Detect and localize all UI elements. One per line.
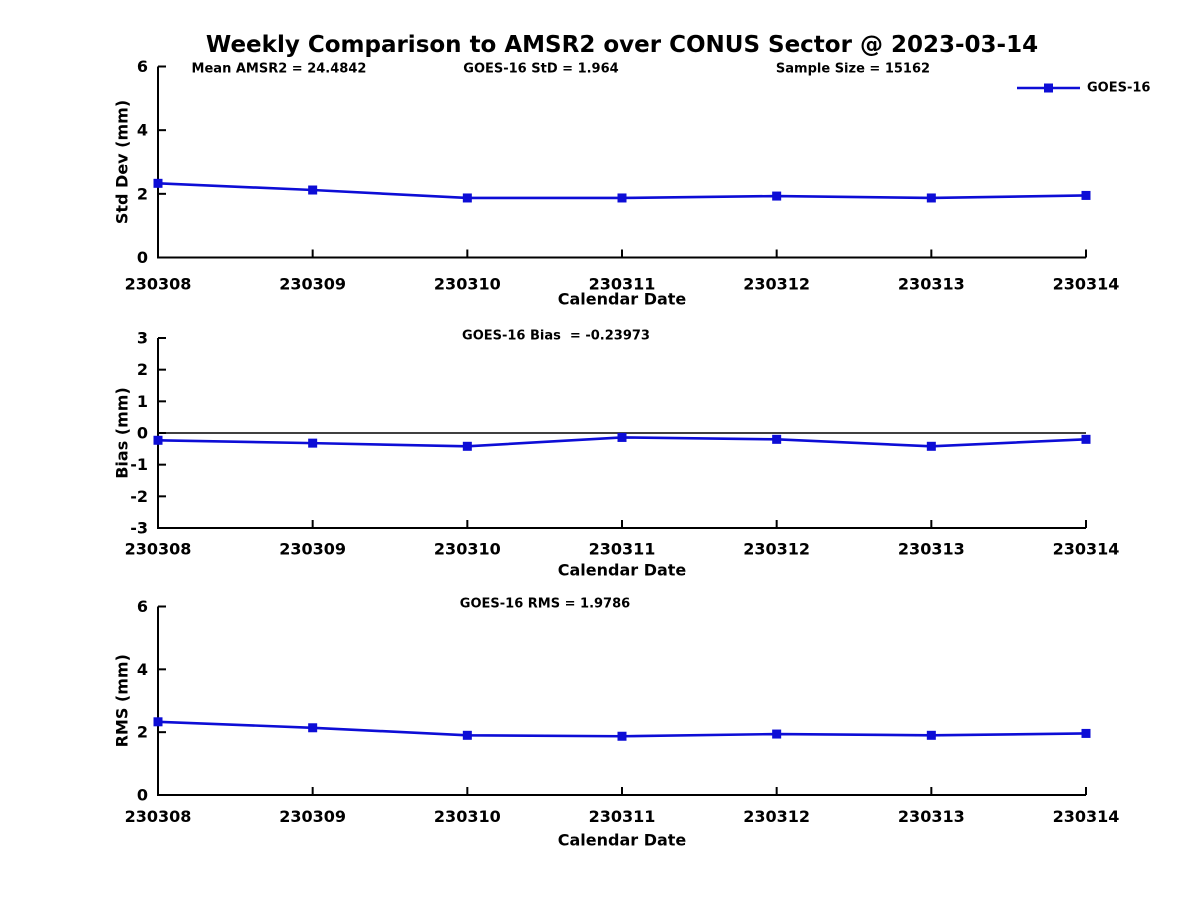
- panel-rms: 0 2 4 6 230308 230309 230310 230311 230312 230313…: [113, 597, 1120, 850]
- x-tick-label: 230310: [434, 275, 501, 294]
- stat-annotation: GOES-16 Bias = -0.23973: [462, 329, 650, 344]
- data-point-marker: [1081, 434, 1091, 444]
- x-tick-label: 230309: [279, 275, 346, 294]
- y-tick-label: -1: [130, 455, 148, 474]
- y-tick-label: 6: [137, 597, 148, 616]
- y-tick-label: 3: [137, 329, 148, 348]
- data-point-marker: [153, 435, 163, 445]
- data-point-marker: [1081, 728, 1091, 738]
- legend-label: GOES-16: [1087, 81, 1150, 96]
- data-point-marker: [617, 731, 627, 741]
- x-axis-label: Calendar Date: [558, 290, 687, 309]
- panel-std_dev: 0 2 4 6 230308 230309 230310 230311 230312 230313…: [113, 57, 1151, 309]
- x-tick-label: 230311: [589, 540, 656, 559]
- stat-annotation: GOES-16 StD = 1.964: [463, 62, 618, 77]
- stat-annotation: Mean AMSR2 = 24.4842: [192, 62, 367, 77]
- x-tick-label: 230312: [743, 540, 810, 559]
- data-point-marker: [462, 441, 472, 451]
- legend-marker: [1044, 83, 1053, 93]
- y-tick-label: -2: [130, 487, 148, 506]
- x-tick-label: 230314: [1053, 540, 1120, 559]
- y-tick-label: -3: [130, 519, 148, 538]
- x-tick-label: 230313: [898, 540, 965, 559]
- y-tick-label: 2: [137, 360, 148, 379]
- data-point-marker: [308, 185, 318, 195]
- x-tick-label: 230311: [589, 275, 656, 294]
- data-point-marker: [926, 730, 936, 740]
- x-tick-label: 230310: [434, 540, 501, 559]
- y-axis-label: Bias (mm): [113, 387, 132, 479]
- x-tick-label: 230313: [898, 275, 965, 294]
- x-axis-label: Calendar Date: [558, 831, 687, 850]
- x-tick-label: 230308: [125, 807, 192, 826]
- legend: GOES-16: [1017, 81, 1150, 96]
- panel-bias: -3 -2 -1 0 1 2 3 230308 230309 230310 230311 230312…: [113, 329, 1120, 580]
- data-point-marker: [308, 438, 318, 448]
- x-tick-label: 230314: [1053, 275, 1120, 294]
- y-tick-label: 1: [137, 392, 148, 411]
- data-point-marker: [153, 717, 163, 727]
- data-point-marker: [1081, 190, 1091, 200]
- data-point-marker: [308, 723, 318, 733]
- data-point-marker: [772, 729, 782, 739]
- x-axis-label: Calendar Date: [558, 561, 687, 580]
- y-axis-label: Std Dev (mm): [113, 100, 132, 224]
- y-tick-label: 4: [137, 660, 148, 679]
- x-tick-label: 230310: [434, 807, 501, 826]
- data-point-marker: [772, 434, 782, 444]
- y-tick-label: 2: [137, 723, 148, 742]
- data-point-marker: [926, 193, 936, 203]
- x-tick-label: 230309: [279, 540, 346, 559]
- data-point-marker: [462, 730, 472, 740]
- data-point-marker: [617, 432, 627, 442]
- y-tick-label: 0: [137, 424, 148, 443]
- stat-annotation: Sample Size = 15162: [776, 62, 930, 77]
- figure-title: Weekly Comparison to AMSR2 over CONUS Se…: [205, 32, 1039, 58]
- data-point-marker: [153, 178, 163, 188]
- y-tick-label: 2: [137, 184, 148, 203]
- x-tick-label: 230312: [743, 275, 810, 294]
- y-tick-label: 0: [137, 786, 148, 805]
- data-point-marker: [617, 193, 627, 203]
- y-tick-label: 4: [137, 121, 148, 140]
- x-tick-label: 230313: [898, 807, 965, 826]
- y-tick-label: 6: [137, 57, 148, 76]
- x-tick-label: 230312: [743, 807, 810, 826]
- stat-annotation: GOES-16 RMS = 1.9786: [460, 597, 630, 612]
- x-tick-label: 230314: [1053, 807, 1120, 826]
- x-tick-label: 230311: [589, 807, 656, 826]
- x-tick-label: 230308: [125, 540, 192, 559]
- y-axis-label: RMS (mm): [113, 654, 132, 747]
- y-tick-label: 0: [137, 248, 148, 267]
- data-point-marker: [926, 441, 936, 451]
- data-point-marker: [772, 191, 782, 201]
- x-tick-label: 230309: [279, 807, 346, 826]
- data-point-marker: [462, 193, 472, 203]
- x-tick-label: 230308: [125, 275, 192, 294]
